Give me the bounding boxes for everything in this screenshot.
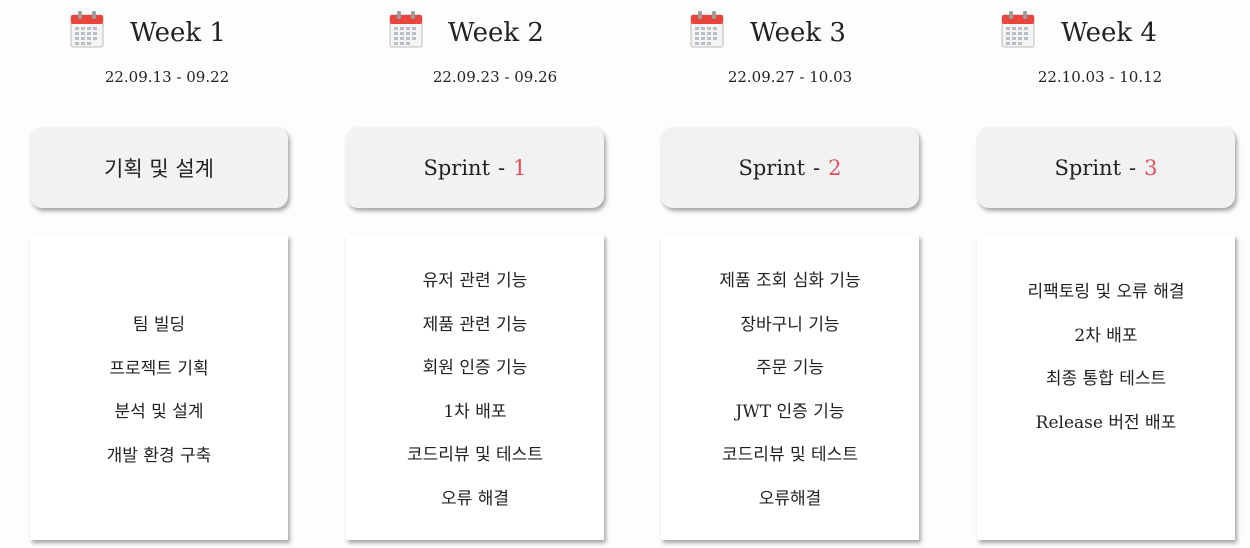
- sprint-number: 2: [828, 155, 842, 180]
- week-column-1: Week 1 22.09.13 - 09.22 기획 및 설계 팀 빌딩 프로젝…: [30, 0, 288, 548]
- date-range: 22.09.13 - 09.22: [104, 68, 230, 86]
- phase-card: Sprint - 2: [661, 127, 919, 208]
- week-column-3: Week 3 22.09.27 - 10.03 Sprint - 2 제품 조회…: [661, 0, 919, 548]
- task-item: 오류 해결: [441, 488, 509, 509]
- task-item: 오류해결: [758, 488, 822, 509]
- sprint-number: 1: [513, 155, 527, 180]
- week-header: Week 4: [977, 8, 1235, 54]
- task-item: 프로젝트 기획: [109, 358, 209, 379]
- phase-label: Sprint: [738, 155, 806, 180]
- task-item: 리팩토링 및 오류 해결: [1027, 282, 1185, 302]
- task-list: 리팩토링 및 오류 해결 2차 배포 최종 통합 테스트 Release 버전 …: [977, 282, 1235, 456]
- task-item: 코드리뷰 및 테스트: [722, 445, 858, 465]
- phase-label: Sprint: [1054, 155, 1122, 180]
- phase-separator: -: [498, 155, 506, 180]
- task-item: 코드리뷰 및 테스트: [407, 445, 543, 465]
- week-title: Week 2: [448, 18, 544, 48]
- task-card: 팀 빌딩 프로젝트 기획 분석 및 설계 개발 환경 구축: [30, 235, 288, 540]
- week-title: Week 1: [130, 18, 226, 48]
- task-item: JWT 인증 기능: [735, 401, 845, 422]
- task-item: 장바구니 기능: [740, 314, 840, 335]
- calendar-icon: [1001, 11, 1035, 48]
- task-item: Release 버전 배포: [1035, 412, 1177, 433]
- phase-label: Sprint: [423, 155, 491, 180]
- task-item: 분석 및 설계: [114, 402, 204, 422]
- task-list: 팀 빌딩 프로젝트 기획 분석 및 설계 개발 환경 구축: [30, 315, 288, 489]
- phase-separator: -: [813, 155, 821, 180]
- phase-card: 기획 및 설계: [30, 127, 288, 208]
- task-card: 리팩토링 및 오류 해결 2차 배포 최종 통합 테스트 Release 버전 …: [977, 235, 1235, 540]
- task-item: 회원 인증 기능: [422, 358, 528, 378]
- task-item: 팀 빌딩: [132, 315, 186, 335]
- phase-label: 기획 및 설계: [104, 156, 214, 181]
- task-item: 최종 통합 테스트: [1045, 369, 1167, 389]
- date-range: 22.09.27 - 10.03: [727, 68, 853, 86]
- phase-card: Sprint - 3: [977, 127, 1235, 208]
- week-title: Week 3: [750, 18, 846, 48]
- phase-card: Sprint - 1: [346, 127, 604, 208]
- task-item: 2차 배포: [1074, 325, 1138, 346]
- task-item: 제품 관련 기능: [422, 314, 528, 335]
- task-item: 제품 조회 심화 기능: [719, 271, 861, 291]
- week-header: Week 3: [661, 8, 919, 54]
- task-item: 개발 환경 구축: [106, 445, 212, 466]
- task-list: 유저 관련 기능 제품 관련 기능 회원 인증 기능 1차 배포 코드리뷰 및 …: [346, 271, 604, 532]
- calendar-icon: [389, 11, 423, 48]
- week-title: Week 4: [1061, 18, 1157, 48]
- week-header: Week 2: [346, 8, 604, 54]
- week-column-2: Week 2 22.09.23 - 09.26 Sprint - 1 유저 관련…: [346, 0, 604, 548]
- calendar-icon: [70, 11, 104, 48]
- calendar-icon: [690, 11, 724, 48]
- task-item: 1차 배포: [443, 401, 507, 422]
- week-column-4: Week 4 22.10.03 - 10.12 Sprint - 3 리팩토링 …: [977, 0, 1235, 548]
- task-list: 제품 조회 심화 기능 장바구니 기능 주문 기능 JWT 인증 기능 코드리뷰…: [661, 271, 919, 532]
- date-range: 22.10.03 - 10.12: [1037, 68, 1163, 86]
- sprint-number: 3: [1144, 155, 1158, 180]
- task-item: 주문 기능: [756, 358, 824, 378]
- task-card: 유저 관련 기능 제품 관련 기능 회원 인증 기능 1차 배포 코드리뷰 및 …: [346, 235, 604, 540]
- task-card: 제품 조회 심화 기능 장바구니 기능 주문 기능 JWT 인증 기능 코드리뷰…: [661, 235, 919, 540]
- task-item: 유저 관련 기능: [422, 271, 528, 291]
- date-range: 22.09.23 - 09.26: [432, 68, 558, 86]
- week-header: Week 1: [30, 8, 288, 54]
- phase-separator: -: [1129, 155, 1137, 180]
